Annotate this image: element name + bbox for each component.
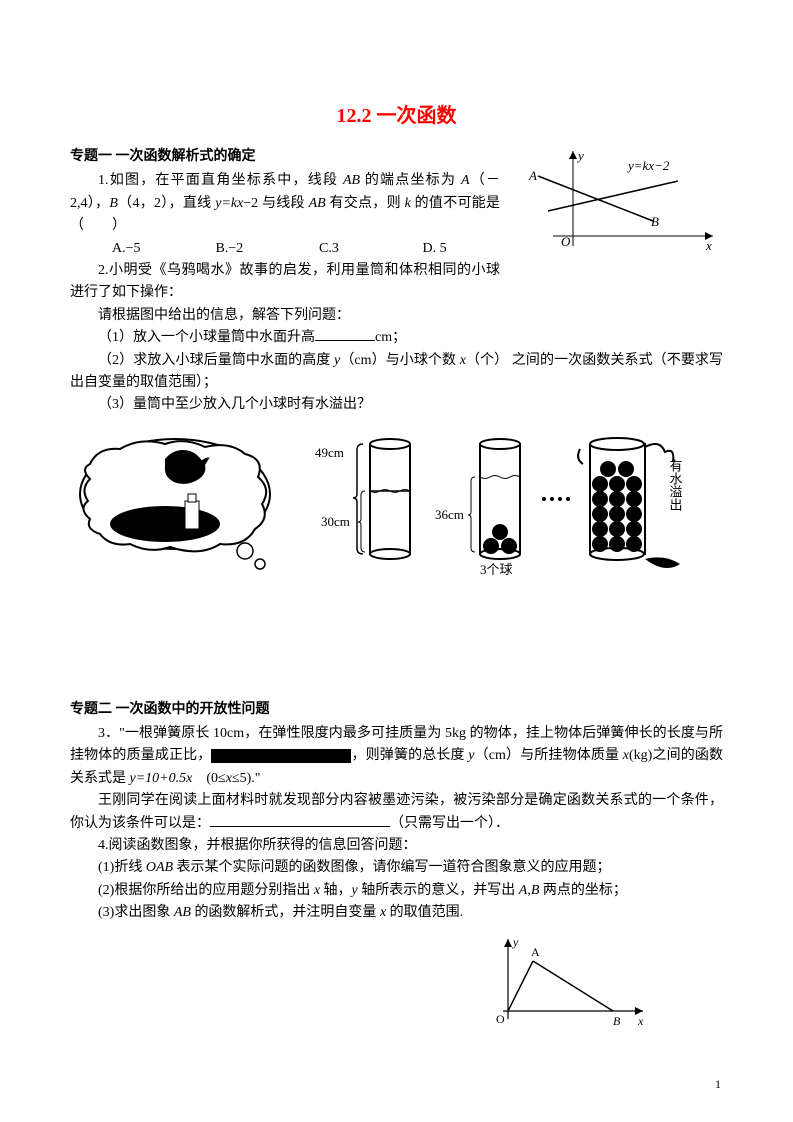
figure-coordinate-graph: y x O A B y=kx−2 [523, 146, 723, 256]
txt: 表示某个实际问题的函数图像，请你编写一道符合图象意义的应用题； [173, 860, 611, 875]
q4-part1: (1)折线 OAB 表示某个实际问题的函数图像，请你编写一道符合图象意义的应用题… [70, 857, 723, 879]
txt: （cm）与小球个数 [340, 353, 459, 368]
q2-part2: （2）求放入小球后量筒中水面的高度 y（cm）与小球个数 x（个） 之间的一次函… [70, 350, 723, 395]
q2-part3: （3）量筒中至少放入几个小球时有水溢出？ [70, 394, 723, 416]
q2-line1: 2.小明受《乌鸦喝水》故事的启发，利用量筒和体积相同的小球进行了如下操作： [70, 260, 500, 305]
seg-ab: AB [174, 905, 191, 920]
txt: (2)根据你所给出的应用题分别指出 [98, 883, 314, 898]
q3-block2: 王刚同学在阅读上面材料时就发现部分内容被墨迹污染，被污染部分是确定函数关系式的一… [70, 790, 723, 835]
svg-text:O: O [561, 234, 571, 249]
illustration-row: 49cm 30cm 36cm 3个球 [70, 429, 723, 579]
eq: y=10+0.5x [130, 771, 193, 786]
txt: 轴， [320, 883, 352, 898]
section-2: 专题二 一次函数中的开放性问题 3．"一根弹簧原长 10cm，在弹性限度内最多可… [70, 699, 723, 1034]
txt: (1)折线 [98, 860, 146, 875]
txt: 两点的坐标； [539, 883, 627, 898]
q4-line1: 4.阅读函数图象，并根据你所获得的信息回答问题： [70, 835, 723, 857]
cylinder-overflow-illustration: 有水溢出 [575, 429, 695, 579]
pt-b: B [109, 196, 118, 211]
txt: −2 与线段 [243, 196, 308, 211]
txt: 的端点坐标为 [360, 173, 461, 188]
q2-part1: （1）放入一个小球量筒中水面升高 cm； [70, 327, 723, 349]
svg-text:y: y [512, 935, 519, 949]
svg-text:36cm: 36cm [435, 507, 464, 522]
txt: （只需写出一个）． [390, 816, 509, 831]
svg-text:y: y [576, 148, 584, 163]
choice-c: C.3 [319, 238, 419, 260]
svg-text:A: A [528, 168, 537, 183]
svg-text:A: A [531, 945, 540, 959]
txt: ，则弹簧的总长度 [351, 748, 468, 763]
eq: y=kx [215, 196, 243, 211]
txt: （2）求放入小球后量筒中水面的高度 [98, 353, 334, 368]
txt: cm； [375, 330, 406, 345]
blank-fill [210, 813, 390, 827]
q4-part2: (2)根据你所给出的应用题分别指出 x 轴，y 轴所表示的意义，并写出 A,B … [70, 880, 723, 902]
svg-text:B: B [651, 214, 659, 229]
txt: (3)求出图象 [98, 905, 174, 920]
q1-block: 1.如图，在平面直角坐标系中，线段 AB 的端点坐标为 A（－2,4），B（4，… [70, 170, 500, 304]
ellipsis-icon [538, 489, 578, 509]
txt: （cm）与所挂物体质量 [475, 748, 623, 763]
txt: ≤5)." [232, 771, 261, 786]
svg-text:49cm: 49cm [315, 445, 344, 460]
txt: （1）放入一个小球量筒中水面升高 [98, 330, 315, 345]
txt: 1.如图，在平面直角坐标系中，线段 [98, 173, 343, 188]
svg-text:3个球: 3个球 [480, 562, 513, 577]
q2-line2: 请根据图中给出的信息，解答下列问题： [70, 305, 723, 327]
svg-text:x: x [637, 1014, 644, 1026]
section-1: 专题一 一次函数解析式的确定 1.如图，在平面直角坐标系中，线段 AB 的端点坐… [70, 146, 723, 417]
txt: 轴所表示的意义，并写出 [358, 883, 519, 898]
txt: 的函数解析式，并注明自变量 [191, 905, 380, 920]
txt: 有交点，则 [326, 196, 405, 211]
txt: （4，2），直线 [118, 196, 215, 211]
seg-ab: AB [343, 173, 360, 188]
choice-d: D. 5 [423, 238, 447, 260]
cylinder2-illustration: 36cm 3个球 [435, 429, 535, 589]
svg-text:B: B [613, 1014, 621, 1026]
figure-oab-graph: y x O A B [70, 931, 723, 1034]
crow-bubble-illustration [70, 429, 280, 579]
q3-block: 3．"一根弹簧原长 10cm，在弹性限度内最多可挂质量为 5kg 的物体，挂上物… [70, 723, 723, 790]
seg-oab: OAB [146, 860, 173, 875]
svg-text:有水溢出: 有水溢出 [668, 459, 683, 511]
svg-text:30cm: 30cm [321, 514, 350, 529]
pt-a: A [461, 173, 470, 188]
cylinder1-illustration: 49cm 30cm [315, 429, 425, 579]
section2-heading: 专题二 一次函数中的开放性问题 [70, 699, 723, 721]
ink-blot [211, 749, 351, 763]
txt: 的取值范围. [386, 905, 463, 920]
svg-text:x: x [705, 238, 712, 253]
txt: (0≤ [192, 771, 225, 786]
choice-b: B.−2 [216, 238, 316, 260]
seg-ab2: AB [309, 196, 326, 211]
page-number: 1 [715, 1075, 721, 1094]
svg-text:y=kx−2: y=kx−2 [626, 158, 670, 173]
page-title: 12.2 一次函数 [70, 100, 723, 132]
q4-part3: (3)求出图象 AB 的函数解析式，并注明自变量 x 的取值范围. [70, 902, 723, 924]
svg-text:O: O [496, 1012, 505, 1026]
blank-fill [315, 327, 375, 341]
choice-a: A.−5 [112, 238, 212, 260]
q1-choices: A.−5 B.−2 C.3 D. 5 [70, 238, 500, 260]
